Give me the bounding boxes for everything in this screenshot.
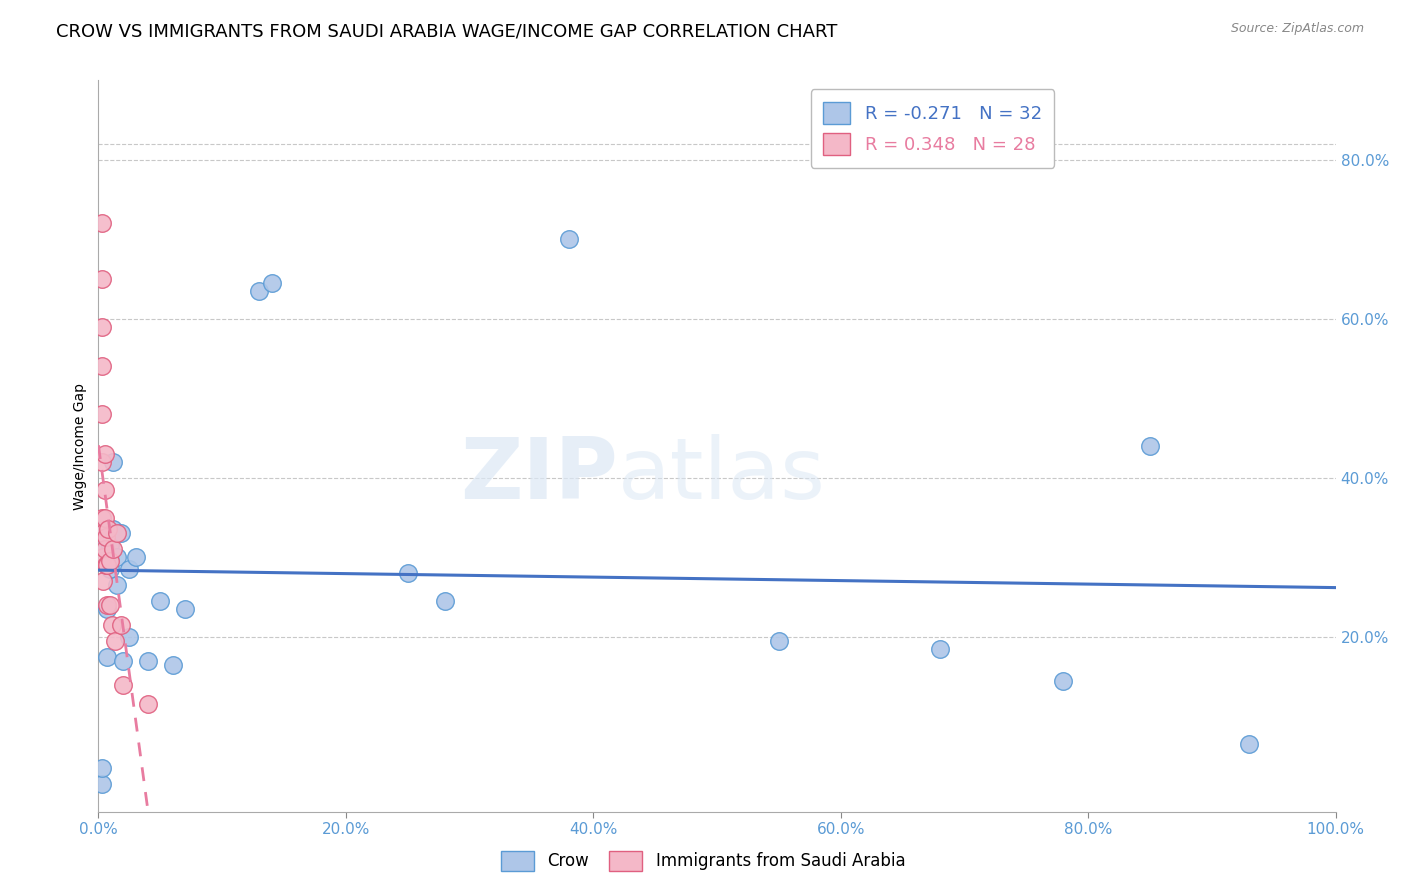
Y-axis label: Wage/Income Gap: Wage/Income Gap <box>73 383 87 509</box>
Point <box>93 574 115 589</box>
Text: CROW VS IMMIGRANTS FROM SAUDI ARABIA WAGE/INCOME GAP CORRELATION CHART: CROW VS IMMIGRANTS FROM SAUDI ARABIA WAG… <box>56 22 838 40</box>
Point <box>396 566 419 581</box>
Point <box>103 542 125 557</box>
Point <box>91 455 114 469</box>
Point <box>136 698 159 712</box>
Point <box>98 562 121 576</box>
Point <box>91 761 114 775</box>
Point <box>91 510 114 524</box>
Point <box>105 550 128 565</box>
Point <box>112 677 135 691</box>
Point <box>91 777 114 791</box>
Point <box>91 272 114 286</box>
Legend: Crow, Immigrants from Saudi Arabia: Crow, Immigrants from Saudi Arabia <box>492 842 914 880</box>
Point <box>105 578 128 592</box>
Point <box>124 550 146 565</box>
Point <box>1052 673 1074 688</box>
Point <box>97 523 120 537</box>
Point <box>93 510 115 524</box>
Point <box>98 550 121 565</box>
Point <box>93 542 115 557</box>
Point <box>93 523 115 537</box>
Text: Source: ZipAtlas.com: Source: ZipAtlas.com <box>1230 22 1364 36</box>
Point <box>96 558 118 573</box>
Point <box>105 526 128 541</box>
Point <box>98 598 121 612</box>
Point <box>247 284 270 298</box>
Point <box>101 618 124 632</box>
Point <box>260 276 283 290</box>
Point <box>91 319 114 334</box>
Point <box>93 447 115 461</box>
Point <box>112 654 135 668</box>
Point <box>110 526 132 541</box>
Point <box>98 538 121 552</box>
Text: ZIP: ZIP <box>460 434 619 516</box>
Point <box>928 641 950 656</box>
Point <box>91 407 114 421</box>
Point <box>96 649 118 664</box>
Point <box>162 657 184 672</box>
Point <box>94 530 117 544</box>
Point <box>93 550 115 565</box>
Point <box>1237 737 1260 751</box>
Point <box>110 618 132 632</box>
Point <box>433 594 456 608</box>
Legend: R = -0.271   N = 32, R = 0.348   N = 28: R = -0.271 N = 32, R = 0.348 N = 28 <box>810 89 1054 168</box>
Point <box>136 654 159 668</box>
Point <box>174 602 197 616</box>
Point <box>103 633 125 648</box>
Point <box>103 455 125 469</box>
Point <box>149 594 172 608</box>
Point <box>91 359 114 374</box>
Point <box>93 483 115 497</box>
Point <box>93 538 115 552</box>
Point <box>557 232 579 246</box>
Text: atlas: atlas <box>619 434 827 516</box>
Point <box>103 523 125 537</box>
Point <box>118 562 141 576</box>
Point <box>118 630 141 644</box>
Point <box>91 216 114 230</box>
Point <box>98 554 121 568</box>
Point <box>96 602 118 616</box>
Point <box>1139 439 1161 453</box>
Point <box>93 526 115 541</box>
Point <box>96 598 118 612</box>
Point <box>768 633 790 648</box>
Point <box>94 558 117 573</box>
